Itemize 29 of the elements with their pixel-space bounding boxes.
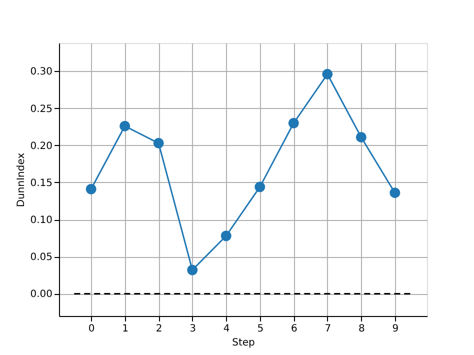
point (187, 264, 198, 276)
point (120, 120, 130, 132)
x-tick-label: 4 (223, 324, 230, 334)
y-tick-label: 0.15 (30, 178, 52, 189)
x-tick-label: 5 (257, 324, 264, 334)
x-tick-label: 2 (156, 324, 162, 334)
y-tick-label: 0.05 (30, 252, 52, 264)
x-axis-title: Step (232, 338, 255, 348)
y-axis-title: DunnIndex (16, 152, 28, 208)
point (390, 188, 400, 198)
point (153, 138, 164, 148)
y-tick-label: 0.20 (30, 140, 52, 152)
x-tick-label: 7 (324, 324, 332, 334)
point (288, 118, 299, 128)
y-tick-label: 0.10 (30, 215, 52, 226)
y-tick-label: 0.00 (30, 289, 52, 300)
x-tick-label: 0 (88, 324, 95, 334)
x-tick-label: 9 (392, 324, 399, 334)
x-tick-label: 8 (358, 324, 365, 334)
point (254, 182, 266, 192)
point (356, 132, 366, 142)
y-tick-label: 0.25 (30, 104, 52, 115)
x-tick-label: 3 (190, 324, 196, 334)
y-tick-label: 0.30 (30, 66, 52, 78)
point (322, 68, 333, 80)
point (86, 184, 96, 194)
x-tick-label: 6 (290, 324, 298, 334)
point (220, 230, 232, 242)
x-tick-label: 1 (122, 324, 129, 334)
